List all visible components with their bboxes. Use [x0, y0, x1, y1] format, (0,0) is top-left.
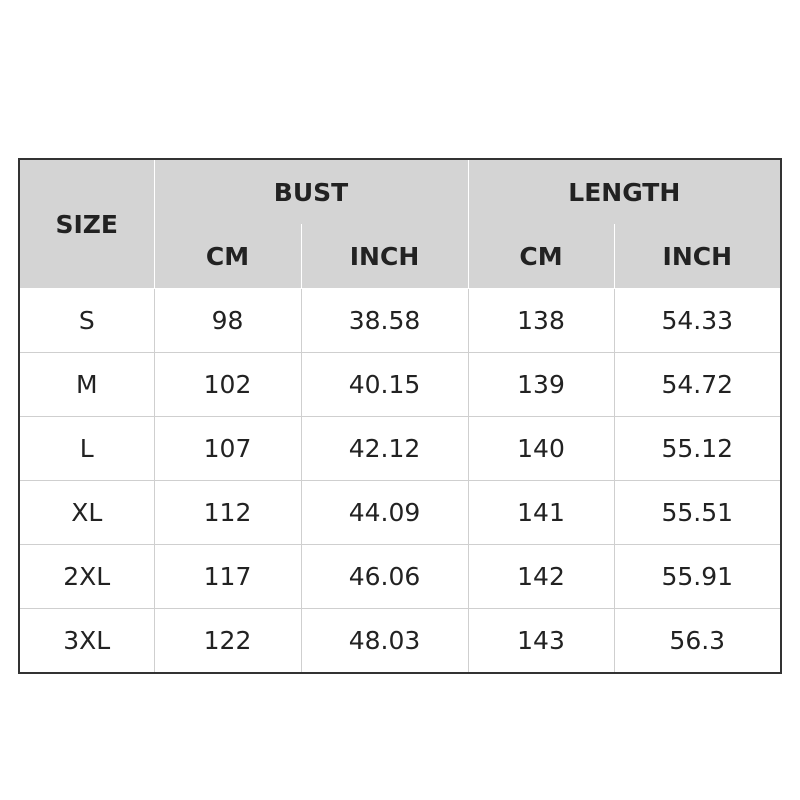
table-row: M 102 40.15 139 54.72 — [18, 352, 782, 417]
table-row: XL 112 44.09 141 55.51 — [18, 480, 782, 545]
cell-bust-inch: 44.09 — [300, 480, 469, 545]
cell-length-cm: 143 — [467, 608, 615, 674]
cell-bust-cm: 102 — [153, 352, 302, 417]
cell-size: 3XL — [18, 608, 155, 674]
cell-bust-inch: 38.58 — [300, 288, 469, 353]
table-row: 2XL 117 46.06 142 55.91 — [18, 544, 782, 609]
cell-bust-cm: 98 — [153, 288, 302, 353]
cell-length-cm: 142 — [467, 544, 615, 609]
header-bust: BUST — [153, 158, 469, 224]
header-row-groups: SIZE BUST LENGTH — [18, 158, 782, 289]
cell-size: 2XL — [18, 544, 155, 609]
header-size: SIZE — [18, 158, 155, 289]
table-row: S 98 38.58 138 54.33 — [18, 288, 782, 353]
cell-bust-inch: 48.03 — [300, 608, 469, 674]
cell-length-cm: 139 — [467, 352, 615, 417]
cell-length-inch: 54.33 — [613, 288, 782, 353]
table-row: 3XL 122 48.03 143 56.3 — [18, 608, 782, 674]
header-bust-inch: INCH — [300, 224, 469, 289]
cell-size: XL — [18, 480, 155, 545]
cell-bust-cm: 117 — [153, 544, 302, 609]
cell-size: S — [18, 288, 155, 353]
cell-length-inch: 55.51 — [613, 480, 782, 545]
header-length-cm: CM — [467, 224, 615, 289]
cell-bust-cm: 107 — [153, 416, 302, 481]
cell-size: L — [18, 416, 155, 481]
cell-length-inch: 55.12 — [613, 416, 782, 481]
size-chart-table: SIZE BUST LENGTH CM INCH CM INCH S 98 38.5… — [18, 158, 783, 674]
cell-bust-inch: 42.12 — [300, 416, 469, 481]
cell-length-cm: 138 — [467, 288, 615, 353]
cell-length-inch: 54.72 — [613, 352, 782, 417]
size-rows: S 98 38.58 138 54.33 M 102 40.15 139 54.72 L 107 42.… — [18, 288, 782, 674]
cell-length-inch: 56.3 — [613, 608, 782, 674]
cell-bust-inch: 46.06 — [300, 544, 469, 609]
cell-length-cm: 141 — [467, 480, 615, 545]
header-row-units: CM INCH CM INCH — [19, 224, 782, 289]
cell-bust-cm: 122 — [153, 608, 302, 674]
header-length-inch: INCH — [613, 224, 782, 289]
cell-length-inch: 55.91 — [613, 544, 782, 609]
cell-length-cm: 140 — [467, 416, 615, 481]
header-bust-cm: CM — [153, 224, 302, 289]
cell-size: M — [18, 352, 155, 417]
cell-bust-cm: 112 — [153, 480, 302, 545]
header-length: LENGTH — [467, 158, 782, 224]
table-row: L 107 42.12 140 55.12 — [18, 416, 782, 481]
cell-bust-inch: 40.15 — [300, 352, 469, 417]
